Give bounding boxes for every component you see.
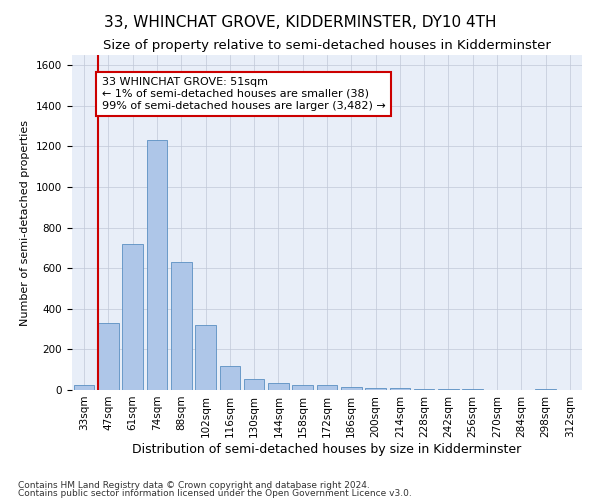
Title: Size of property relative to semi-detached houses in Kidderminster: Size of property relative to semi-detach…: [103, 40, 551, 52]
Bar: [414, 389, 434, 390]
Text: Contains HM Land Registry data © Crown copyright and database right 2024.: Contains HM Land Registry data © Crown c…: [18, 480, 370, 490]
Bar: [74, 385, 94, 390]
Bar: [535, 389, 556, 390]
Bar: [268, 383, 289, 390]
Text: Contains public sector information licensed under the Open Government Licence v3: Contains public sector information licen…: [18, 489, 412, 498]
Bar: [220, 366, 240, 390]
Bar: [146, 140, 167, 390]
Bar: [98, 323, 119, 390]
Bar: [244, 379, 265, 390]
Bar: [341, 387, 362, 390]
Bar: [317, 385, 337, 390]
Text: 33, WHINCHAT GROVE, KIDDERMINSTER, DY10 4TH: 33, WHINCHAT GROVE, KIDDERMINSTER, DY10 …: [104, 15, 496, 30]
Text: 33 WHINCHAT GROVE: 51sqm
← 1% of semi-detached houses are smaller (38)
99% of se: 33 WHINCHAT GROVE: 51sqm ← 1% of semi-de…: [102, 78, 386, 110]
Bar: [365, 388, 386, 390]
Bar: [292, 385, 313, 390]
Bar: [389, 388, 410, 390]
Bar: [122, 244, 143, 390]
Bar: [438, 389, 459, 390]
X-axis label: Distribution of semi-detached houses by size in Kidderminster: Distribution of semi-detached houses by …: [133, 442, 521, 456]
Bar: [171, 262, 191, 390]
Bar: [195, 325, 216, 390]
Y-axis label: Number of semi-detached properties: Number of semi-detached properties: [20, 120, 31, 326]
